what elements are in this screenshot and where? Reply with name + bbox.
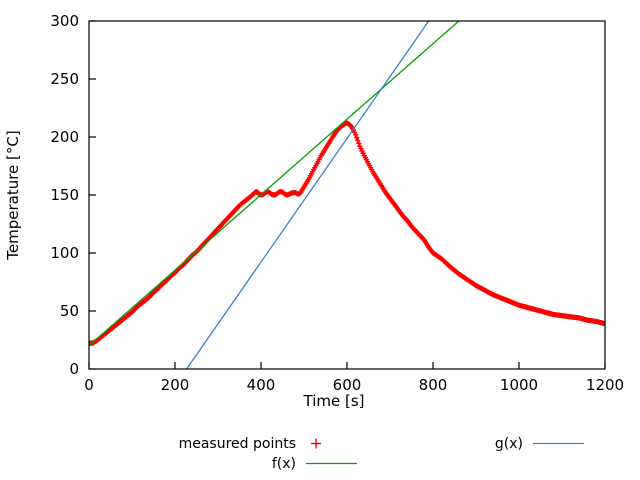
x-axis-ticks: 0 200 400 600 800 1000 1200 (84, 362, 624, 394)
y-tick-label: 50 (60, 302, 79, 320)
x-tick-label: 400 (247, 376, 276, 394)
series-points-measured (89, 120, 605, 347)
series-line-f(x) (89, 21, 460, 347)
y-tick-label: 300 (50, 12, 79, 30)
plus-marker-icon (311, 438, 321, 449)
legend-label-f: f(x) (272, 456, 296, 472)
x-tick-label: 1000 (500, 376, 538, 394)
y-tick-label: 250 (50, 70, 79, 88)
y-tick-label: 100 (50, 244, 79, 262)
legend-label-measured-points: measured points (179, 436, 296, 452)
series-line-g(x) (186, 21, 430, 369)
legend-label-g: g(x) (495, 436, 523, 452)
legend: measured points f(x) g(x) (179, 436, 584, 472)
legend-entry-f[interactable]: f(x) (272, 456, 357, 472)
y-axis-ticks: 0 50 100 150 200 250 300 (50, 12, 96, 378)
x-tick-label: 600 (333, 376, 362, 394)
x-tick-label: 0 (84, 376, 94, 394)
y-tick-label: 0 (69, 360, 79, 378)
x-tick-label: 800 (419, 376, 448, 394)
series-layer (89, 21, 605, 369)
legend-entry-measured-points[interactable]: measured points (179, 436, 321, 452)
x-tick-label: 200 (161, 376, 190, 394)
y-axis-title: Temperature [°C] (4, 130, 22, 260)
y-tick-label: 200 (50, 128, 79, 146)
x-tick-label: 1200 (586, 376, 624, 394)
legend-entry-g[interactable]: g(x) (495, 436, 584, 452)
x-axis-title: Time [s] (303, 392, 365, 410)
y-tick-label: 150 (50, 186, 79, 204)
plot-frame (88, 20, 606, 370)
